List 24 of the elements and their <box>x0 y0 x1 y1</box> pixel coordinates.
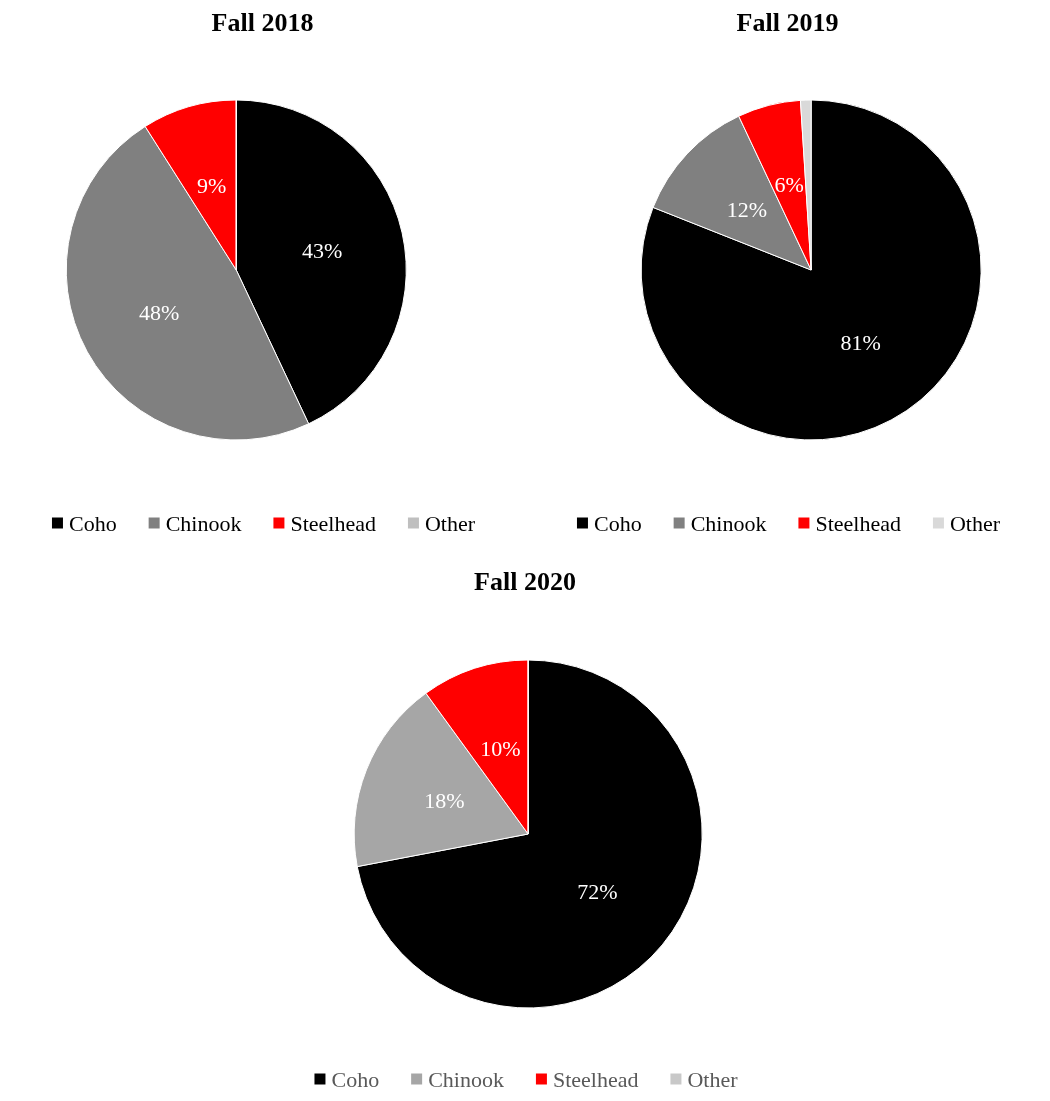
data-label: 72% <box>577 878 618 904</box>
chart-title: Fall 2020 <box>474 566 576 596</box>
chart-title: Fall 2018 <box>211 7 314 37</box>
legend-label: Other <box>687 1066 739 1092</box>
data-label: 6% <box>774 172 804 198</box>
legend-label: Steelhead <box>552 1066 639 1092</box>
data-label: 18% <box>424 788 465 814</box>
data-label: 43% <box>301 238 343 264</box>
legend-label: Coho <box>68 510 117 536</box>
data-label: 48% <box>138 299 180 325</box>
data-label: 12% <box>726 197 768 223</box>
chart-title: Fall 2019 <box>736 7 839 37</box>
legend-label: Chinook <box>428 1066 504 1092</box>
legend-label: Coho <box>331 1066 380 1092</box>
data-label: 9% <box>197 172 227 198</box>
legend-label: Chinook <box>690 510 767 536</box>
legend-label: Steelhead <box>815 510 901 536</box>
legend-label: Chinook <box>165 510 242 536</box>
legend-label: Other <box>424 510 476 536</box>
data-label: 81% <box>840 330 881 356</box>
data-label: 10% <box>480 735 521 761</box>
legend-label: Steelhead <box>290 510 376 536</box>
legend-label: Coho <box>593 510 642 536</box>
legend-label: Other <box>949 510 1001 536</box>
